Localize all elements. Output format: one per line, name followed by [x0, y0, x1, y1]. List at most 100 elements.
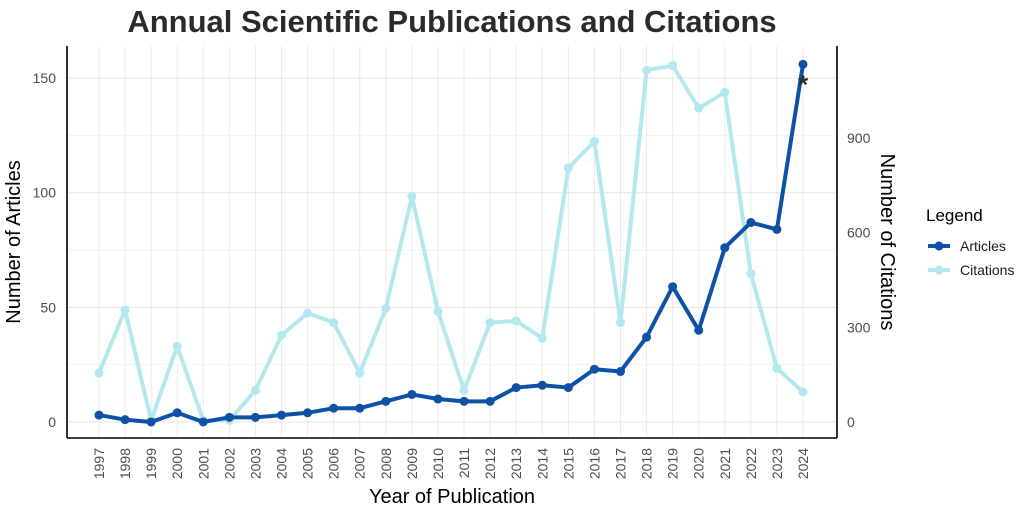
x-tick-label: 2011	[456, 448, 472, 478]
articles-point	[589, 364, 599, 374]
x-tick-label: 2016	[586, 448, 602, 479]
x-tick-label: 2023	[769, 448, 785, 479]
x-tick-label: 2018	[639, 448, 655, 479]
citations-point	[720, 87, 730, 97]
articles-point	[329, 403, 339, 413]
articles-point	[381, 396, 391, 406]
citations-point	[172, 341, 182, 351]
citations-point	[485, 318, 495, 328]
x-tick-label: 2000	[169, 448, 185, 479]
articles-point	[694, 325, 704, 335]
y-tick-label: 50	[40, 299, 56, 315]
annotation-asterisk: *	[798, 69, 809, 99]
citations-line	[97, 63, 805, 423]
articles-line	[97, 62, 805, 424]
citations-point	[355, 368, 365, 378]
articles-point	[146, 417, 156, 427]
x-tick-label: 2005	[300, 448, 316, 479]
citations-point	[746, 269, 756, 279]
grid	[67, 46, 837, 438]
articles-point	[798, 59, 808, 69]
citations-point	[798, 387, 808, 397]
articles-point	[459, 396, 469, 406]
articles-point	[172, 408, 182, 418]
articles-point	[355, 403, 365, 413]
articles-point	[94, 410, 104, 420]
citations-point	[642, 65, 652, 75]
citations-point	[407, 191, 417, 201]
citations-point	[303, 308, 313, 318]
citations-point	[772, 363, 782, 373]
articles-point	[198, 417, 208, 427]
articles-point	[746, 218, 756, 228]
y-tick-label: 150	[33, 70, 57, 86]
chart-title: Annual Scientific Publications and Citat…	[127, 4, 776, 39]
x-tick-label: 2019	[665, 448, 681, 479]
citations-point	[694, 103, 704, 113]
citations-point	[459, 385, 469, 395]
citations-point	[615, 318, 625, 328]
articles-point	[772, 224, 782, 234]
articles-point	[720, 243, 730, 253]
citations-point	[94, 368, 104, 378]
citations-point	[250, 385, 260, 395]
citations-point	[381, 303, 391, 313]
articles-point	[120, 415, 130, 425]
citations-point	[537, 333, 547, 343]
citations-point	[563, 163, 573, 173]
y2-tick-label: 900	[847, 130, 871, 146]
articles-point	[511, 383, 521, 393]
y2-tick-label: 600	[847, 225, 871, 241]
articles-point	[407, 389, 417, 399]
citations-point	[277, 330, 287, 340]
legend: Legend Articles Citations	[926, 206, 1014, 278]
x-tick-label: 2015	[560, 448, 576, 479]
y2-tick-label: 300	[847, 319, 871, 335]
y-tick-label: 0	[48, 414, 56, 430]
x-tick-label: 2003	[247, 448, 263, 479]
articles-point	[485, 396, 495, 406]
x-tick-label: 1998	[117, 448, 133, 479]
articles-point	[433, 394, 443, 404]
x-tick-label: 2017	[612, 448, 628, 479]
x-tick-label: 2007	[352, 448, 368, 479]
x-tick-label: 1999	[143, 448, 159, 479]
x-tick-label: 2012	[482, 448, 498, 479]
citations-point	[120, 305, 130, 315]
articles-point	[224, 412, 234, 422]
citations-point	[433, 307, 443, 317]
legend-key-point-articles	[934, 241, 944, 251]
articles-point	[250, 412, 260, 422]
x-axis-label: Year of Publication	[369, 486, 535, 508]
x-tick-label: 2009	[404, 448, 420, 479]
y2-axis-label: Number of Citations	[876, 154, 898, 331]
y-axis-label: Number of Articles	[3, 160, 25, 323]
citations-point	[511, 316, 521, 326]
x-tick-label: 2013	[508, 448, 524, 479]
x-tick-label: 2001	[195, 448, 211, 479]
legend-key-point-citations	[934, 265, 944, 275]
x-tick-label: 2022	[743, 448, 759, 479]
articles-point	[537, 380, 547, 390]
citations-point	[329, 318, 339, 328]
legend-label-articles: Articles	[960, 238, 1006, 254]
articles-point	[277, 410, 287, 420]
legend-title: Legend	[926, 206, 983, 225]
x-tick-label: 2024	[795, 448, 811, 479]
articles-point	[668, 282, 678, 292]
series	[94, 59, 808, 427]
articles-point	[642, 332, 652, 342]
articles-point	[615, 367, 625, 377]
y2-tick-label: 0	[847, 414, 855, 430]
x-tick-label: 2010	[430, 448, 446, 479]
articles-point	[303, 408, 313, 418]
tick-labels: 0 50 100 150 0 300 600 900 1997 1998 1999 2000 2001 2…	[33, 70, 871, 479]
x-tick-label: 1997	[91, 448, 107, 479]
x-tick-label: 2014	[534, 448, 550, 479]
x-tick-label: 2008	[378, 448, 394, 479]
x-tick-label: 2002	[221, 448, 237, 479]
y-tick-label: 100	[33, 185, 57, 201]
x-tick-label: 2004	[274, 448, 290, 479]
